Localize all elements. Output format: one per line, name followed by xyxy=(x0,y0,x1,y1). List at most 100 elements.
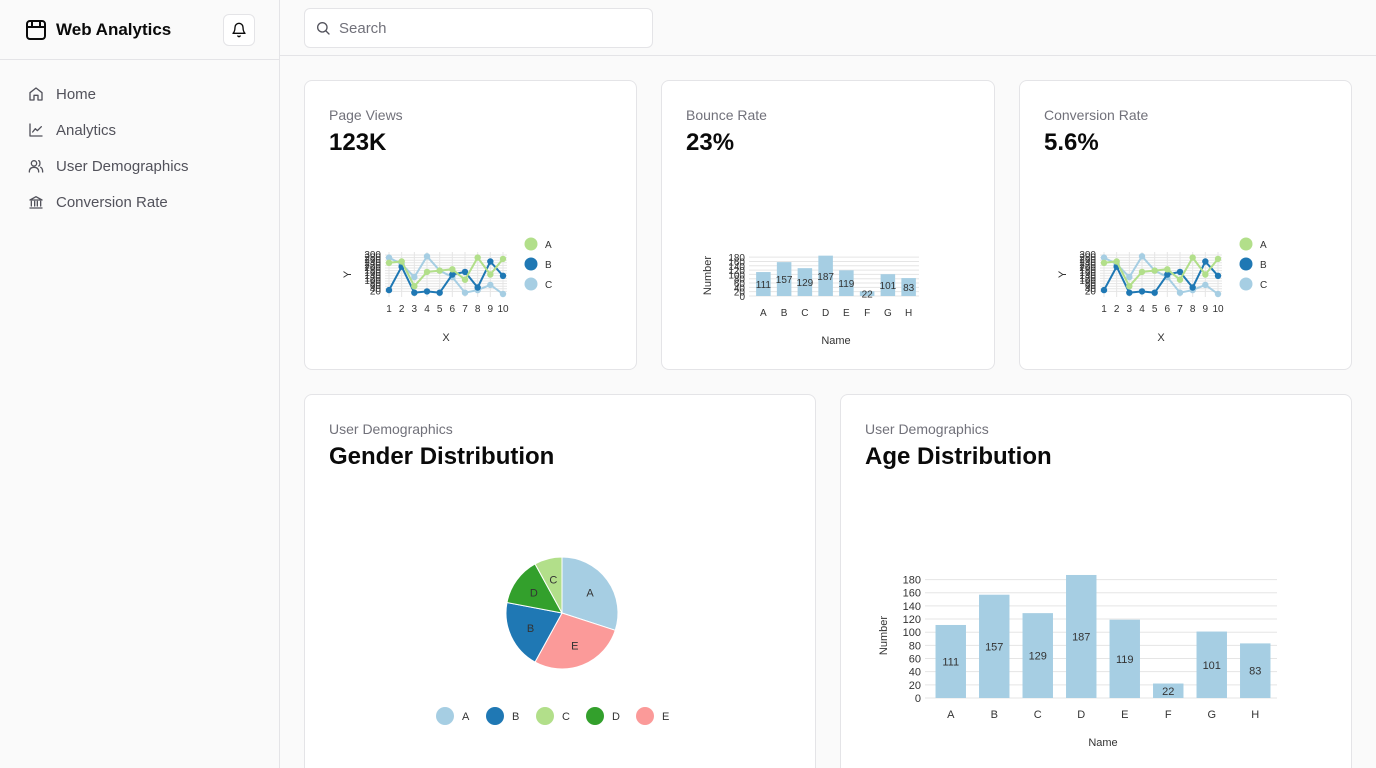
x-tick-label: 10 xyxy=(1212,304,1224,315)
x-tick-label: 4 xyxy=(424,304,430,315)
card-label: User Demographics xyxy=(865,421,989,437)
legend-label: B xyxy=(545,260,552,271)
data-point xyxy=(423,288,431,295)
legend-marker xyxy=(524,237,538,251)
x-axis-label: Name xyxy=(821,335,850,347)
y-tick-label: 80 xyxy=(370,279,382,290)
slice-label: B xyxy=(527,623,534,635)
bar xyxy=(818,255,833,296)
y-tick-label: 240 xyxy=(364,258,381,269)
x-tick-label: B xyxy=(781,308,788,319)
data-point xyxy=(411,273,418,281)
bar xyxy=(1153,683,1184,698)
bank-icon xyxy=(29,196,43,209)
sidebar-item-user-demographics[interactable]: User Demographics xyxy=(16,148,263,184)
data-point xyxy=(1176,276,1184,283)
users-icon xyxy=(28,160,44,173)
legend-label: A xyxy=(545,240,552,251)
bar-data-label: 187 xyxy=(1072,631,1090,643)
y-tick-label: 280 xyxy=(364,253,381,264)
series-line xyxy=(388,255,504,288)
legend-label: A xyxy=(462,711,470,723)
y-tick-label: 80 xyxy=(1085,279,1097,290)
bar-data-label: 187 xyxy=(817,272,834,283)
bar xyxy=(1196,631,1227,698)
data-point xyxy=(449,271,456,278)
bar xyxy=(1066,574,1097,698)
data-point xyxy=(436,267,443,274)
sidebar-item-label: User Demographics xyxy=(56,157,189,175)
data-point xyxy=(1202,281,1209,289)
data-point xyxy=(449,266,456,273)
data-point xyxy=(1164,271,1171,278)
page-views-card: Page Views 123K 20 40 60 80 100 120 140 160 180 2… xyxy=(304,80,637,370)
data-point xyxy=(1126,273,1133,281)
bar xyxy=(1109,619,1140,698)
x-tick-label: E xyxy=(843,308,850,319)
bar xyxy=(797,268,813,296)
bar xyxy=(1022,613,1053,698)
data-point xyxy=(1113,258,1120,265)
data-point xyxy=(1126,283,1133,290)
x-tick-label: 8 xyxy=(1190,304,1196,315)
bar-data-label: 111 xyxy=(942,656,959,668)
pie-slice xyxy=(505,601,563,663)
series-line xyxy=(388,259,504,294)
data-point xyxy=(436,289,443,296)
bar-data-label: 22 xyxy=(1162,686,1174,698)
x-tick-label: 10 xyxy=(497,304,509,315)
bar-data-label: 22 xyxy=(862,290,874,301)
package-icon xyxy=(26,19,46,40)
search-input[interactable] xyxy=(339,19,639,37)
y-tick-label: 100 xyxy=(364,276,381,287)
data-point xyxy=(385,286,393,294)
data-point xyxy=(1151,289,1158,296)
sidebar-item-conversion-rate[interactable]: Conversion Rate xyxy=(16,184,263,220)
y-tick-label: 180 xyxy=(728,253,745,264)
x-tick-label: 3 xyxy=(412,304,418,315)
card-value: 5.6% xyxy=(1044,129,1099,156)
data-point xyxy=(1100,259,1108,266)
x-tick-label: B xyxy=(991,709,998,721)
sidebar-item-home[interactable]: Home xyxy=(16,76,263,112)
sidebar: Web Analytics Home Analytics User Demogr… xyxy=(0,0,280,768)
y-tick-label: 60 xyxy=(370,281,382,292)
data-point xyxy=(1214,290,1222,298)
y-axis-label: Y xyxy=(1057,270,1069,278)
x-tick-label: 5 xyxy=(437,304,443,315)
data-point xyxy=(1138,268,1146,276)
x-tick-label: 1 xyxy=(1101,304,1107,315)
top-bar xyxy=(280,0,1376,56)
pie-slice xyxy=(534,556,563,614)
y-tick-label: 180 xyxy=(1079,266,1096,277)
legend-label: C xyxy=(1260,280,1267,291)
x-tick-label: G xyxy=(1207,709,1216,721)
search-box[interactable] xyxy=(304,8,653,48)
bar xyxy=(901,278,916,296)
legend-marker xyxy=(486,707,504,725)
sidebar-item-analytics[interactable]: Analytics xyxy=(16,112,263,148)
y-tick-label: 80 xyxy=(734,275,746,286)
y-tick-label: 160 xyxy=(728,257,745,268)
bar-data-label: 119 xyxy=(1116,654,1134,666)
data-point xyxy=(1100,286,1108,294)
card-value: 23% xyxy=(686,129,735,156)
bar-data-label: 101 xyxy=(880,281,897,292)
data-point xyxy=(1151,267,1158,274)
data-point xyxy=(1126,289,1133,296)
data-point xyxy=(487,281,494,289)
data-point xyxy=(499,272,507,279)
data-point xyxy=(1214,255,1222,263)
sidebar-item-label: Conversion Rate xyxy=(56,193,168,211)
y-tick-label: 220 xyxy=(364,260,381,271)
data-point xyxy=(487,271,494,278)
y-tick-label: 260 xyxy=(1079,255,1096,266)
age-distribution-card: User Demographics Age Distribution 0 20 40… xyxy=(840,394,1352,768)
legend-marker xyxy=(524,277,538,291)
card-label: User Demographics xyxy=(329,421,453,437)
x-tick-label: 6 xyxy=(450,304,456,315)
legend-label: A xyxy=(1260,240,1267,251)
x-tick-label: F xyxy=(864,308,870,319)
notifications-button[interactable] xyxy=(223,14,255,46)
